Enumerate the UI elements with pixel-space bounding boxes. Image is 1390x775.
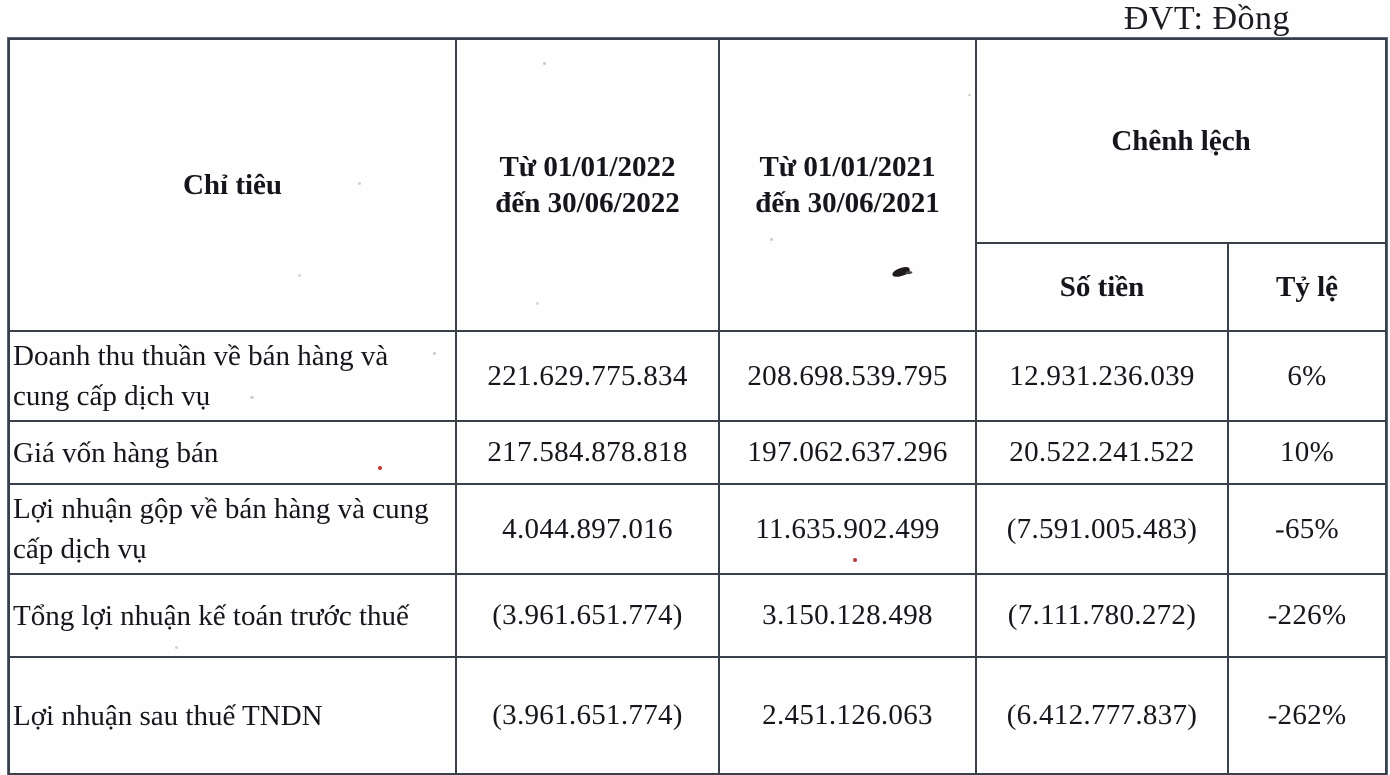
header-period-2022-line1: Từ 01/01/2022 [499, 150, 676, 183]
table-row-cogs: Giá vốn hàng bán 217.584.878.818 197.062… [8, 420, 1388, 486]
header-difference: Chênh lệch [974, 38, 1388, 244]
value-diff-amount: (6.412.777.837) [975, 656, 1229, 775]
unit-label: ĐVT: Đồng [1123, 0, 1290, 37]
value-diff-amount: (7.591.005.483) [975, 483, 1229, 576]
value-period-2022: 4.044.897.016 [455, 483, 720, 576]
value-diff-ratio: 10% [1226, 420, 1388, 486]
table-row-profit-before-tax: Tổng lợi nhuận kế toán trước thuế (3.961… [8, 573, 1388, 659]
row-label: Lợi nhuận sau thuế TNDN [8, 656, 457, 775]
value-diff-ratio: 6% [1226, 329, 1388, 423]
row-label: Tổng lợi nhuận kế toán trước thuế [8, 573, 457, 659]
header-period-2021: Từ 01/01/2021 đến 30/06/2021 [718, 38, 977, 332]
ink-smudge-mark [891, 265, 911, 279]
value-period-2021: 3.150.128.498 [718, 573, 977, 659]
header-indicator: Chỉ tiêu [8, 38, 457, 332]
row-label: Doanh thu thuần về bán hàng và cung cấp … [8, 329, 457, 423]
value-diff-amount: 20.522.241.522 [975, 420, 1229, 486]
row-label: Lợi nhuận gộp về bán hàng và cung cấp dị… [8, 483, 457, 576]
value-period-2022: (3.961.651.774) [455, 656, 720, 775]
value-period-2021: 197.062.637.296 [718, 420, 977, 486]
table-row-profit-after-tax: Lợi nhuận sau thuế TNDN (3.961.651.774) … [8, 656, 1388, 775]
table-row-net-revenue: Doanh thu thuần về bán hàng và cung cấp … [8, 329, 1388, 423]
header-diff-ratio: Tỷ lệ [1226, 242, 1388, 332]
value-diff-ratio: -226% [1226, 573, 1388, 659]
header-period-2021-line2: đến 30/06/2021 [755, 187, 940, 219]
table-row-gross-profit: Lợi nhuận gộp về bán hàng và cung cấp dị… [8, 483, 1388, 576]
header-period-2022-line2: đến 30/06/2022 [495, 187, 680, 219]
header-row-sub: Số tiền Tỷ lệ [9, 242, 1388, 332]
value-period-2021: 11.635.902.499 [718, 483, 977, 576]
header-period-2021-line1: Từ 01/01/2021 [759, 150, 936, 183]
value-diff-ratio: -65% [1226, 483, 1388, 576]
header-period-2022: Từ 01/01/2022 đến 30/06/2022 [455, 38, 720, 332]
value-period-2021: 2.451.126.063 [718, 656, 977, 775]
value-period-2022: (3.961.651.774) [455, 573, 720, 659]
value-period-2021: 208.698.539.795 [718, 329, 977, 423]
financial-comparison-table: Chỉ tiêu Từ 01/01/2022 đến 30/06/2022 Từ… [8, 38, 1388, 775]
value-diff-ratio: -262% [1226, 656, 1388, 775]
value-diff-amount: (7.111.780.272) [975, 573, 1229, 659]
header-diff-amount: Số tiền [975, 242, 1229, 332]
header-row-top: Chỉ tiêu Từ 01/01/2022 đến 30/06/2022 Từ… [8, 38, 1388, 332]
value-period-2022: 221.629.775.834 [455, 329, 720, 423]
value-diff-amount: 12.931.236.039 [975, 329, 1229, 423]
row-label: Giá vốn hàng bán [8, 420, 457, 486]
value-period-2022: 217.584.878.818 [455, 420, 720, 486]
